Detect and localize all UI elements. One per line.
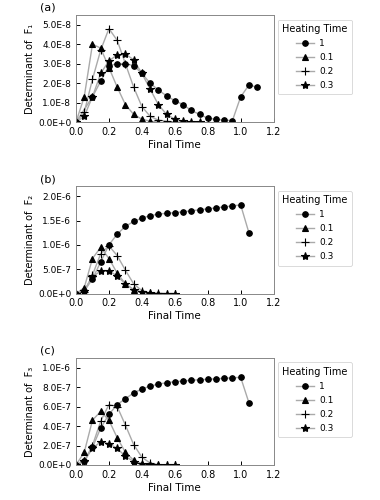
Text: (b): (b) [40, 174, 56, 184]
Legend: 1, 0.1, 0.2, 0.3: 1, 0.1, 0.2, 0.3 [278, 20, 352, 94]
Legend: 1, 0.1, 0.2, 0.3: 1, 0.1, 0.2, 0.3 [278, 362, 352, 438]
X-axis label: Final Time: Final Time [149, 140, 201, 150]
Y-axis label: Determinant of  F₃: Determinant of F₃ [25, 366, 35, 456]
Y-axis label: Determinant of  F₂: Determinant of F₂ [25, 195, 35, 285]
X-axis label: Final Time: Final Time [149, 482, 201, 492]
Y-axis label: Determinant of  F₁: Determinant of F₁ [25, 24, 35, 114]
Text: (c): (c) [40, 346, 55, 356]
Legend: 1, 0.1, 0.2, 0.3: 1, 0.1, 0.2, 0.3 [278, 191, 352, 266]
Text: (a): (a) [40, 3, 56, 13]
X-axis label: Final Time: Final Time [149, 311, 201, 321]
